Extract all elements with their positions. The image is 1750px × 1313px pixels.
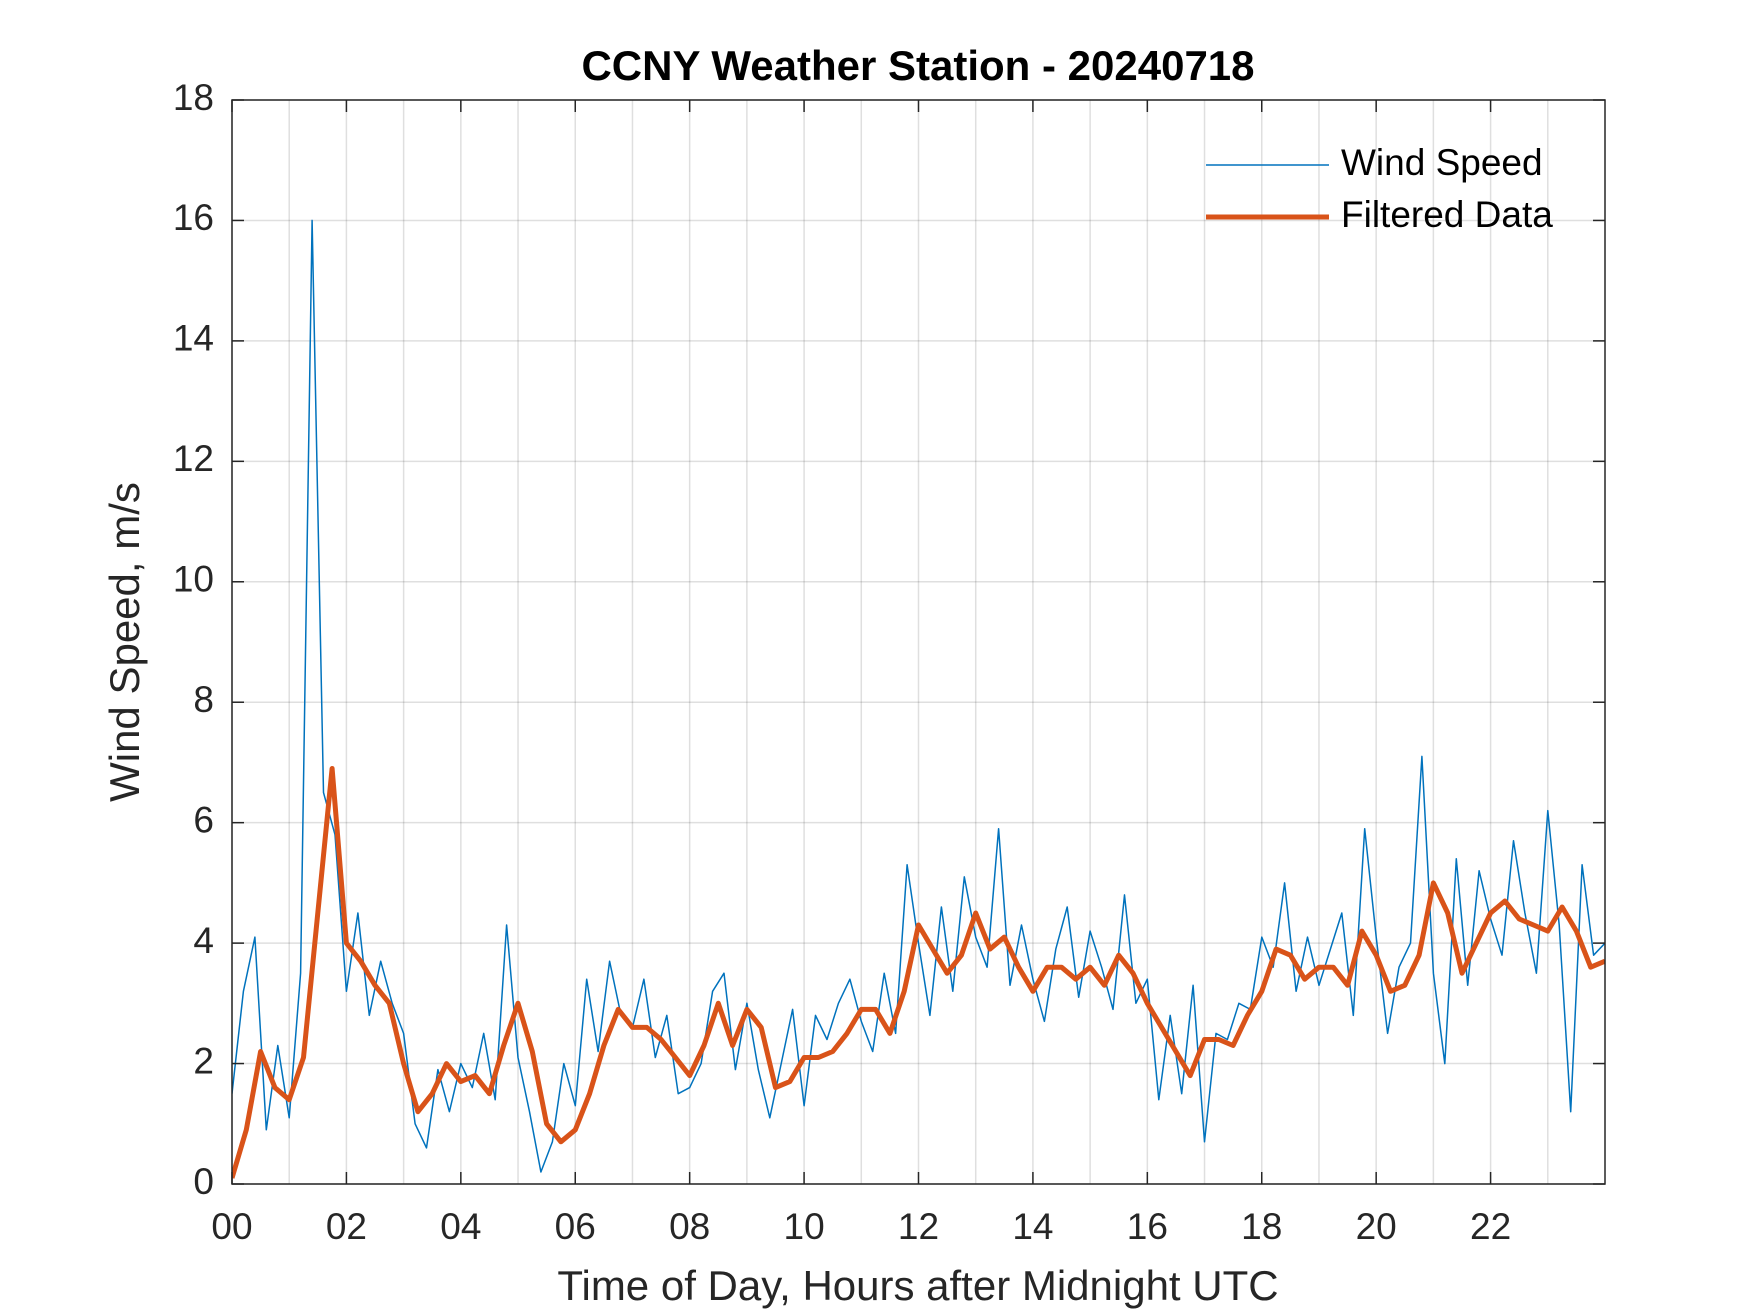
x-tick-label: 02 (326, 1206, 367, 1247)
x-tick-label: 18 (1241, 1206, 1282, 1247)
y-tick-label: 2 (193, 1040, 214, 1081)
x-tick-label: 14 (1012, 1206, 1053, 1247)
x-tick-label: 20 (1356, 1206, 1397, 1247)
x-tick-label: 06 (555, 1206, 596, 1247)
x-tick-label: 04 (440, 1206, 481, 1247)
y-tick-label: 18 (173, 77, 214, 118)
x-tick-label: 16 (1127, 1206, 1168, 1247)
y-tick-label: 14 (173, 318, 214, 359)
legend-label: Filtered Data (1341, 194, 1553, 235)
data-line (232, 219, 1605, 1173)
data-line (232, 766, 1605, 1179)
y-tick-label: 4 (193, 920, 214, 961)
x-tick-label: 08 (669, 1206, 710, 1247)
x-tick-label: 10 (784, 1206, 825, 1247)
x-axis-label: Time of Day, Hours after Midnight UTC (557, 1262, 1278, 1309)
x-tick-label: 12 (898, 1206, 939, 1247)
y-tick-label: 16 (173, 197, 214, 238)
y-tick-label: 12 (173, 438, 214, 479)
y-tick-label: 6 (193, 799, 214, 840)
y-tick-label: 8 (193, 679, 214, 720)
y-tick-label: 0 (193, 1161, 214, 1202)
y-axis-label: Wind Speed, m/s (101, 482, 148, 802)
y-tick-label: 10 (173, 559, 214, 600)
legend-label: Wind Speed (1341, 142, 1543, 183)
x-tick-label: 22 (1470, 1206, 1511, 1247)
x-tick-label: 00 (211, 1206, 252, 1247)
chart-title: CCNY Weather Station - 20240718 (581, 42, 1254, 89)
